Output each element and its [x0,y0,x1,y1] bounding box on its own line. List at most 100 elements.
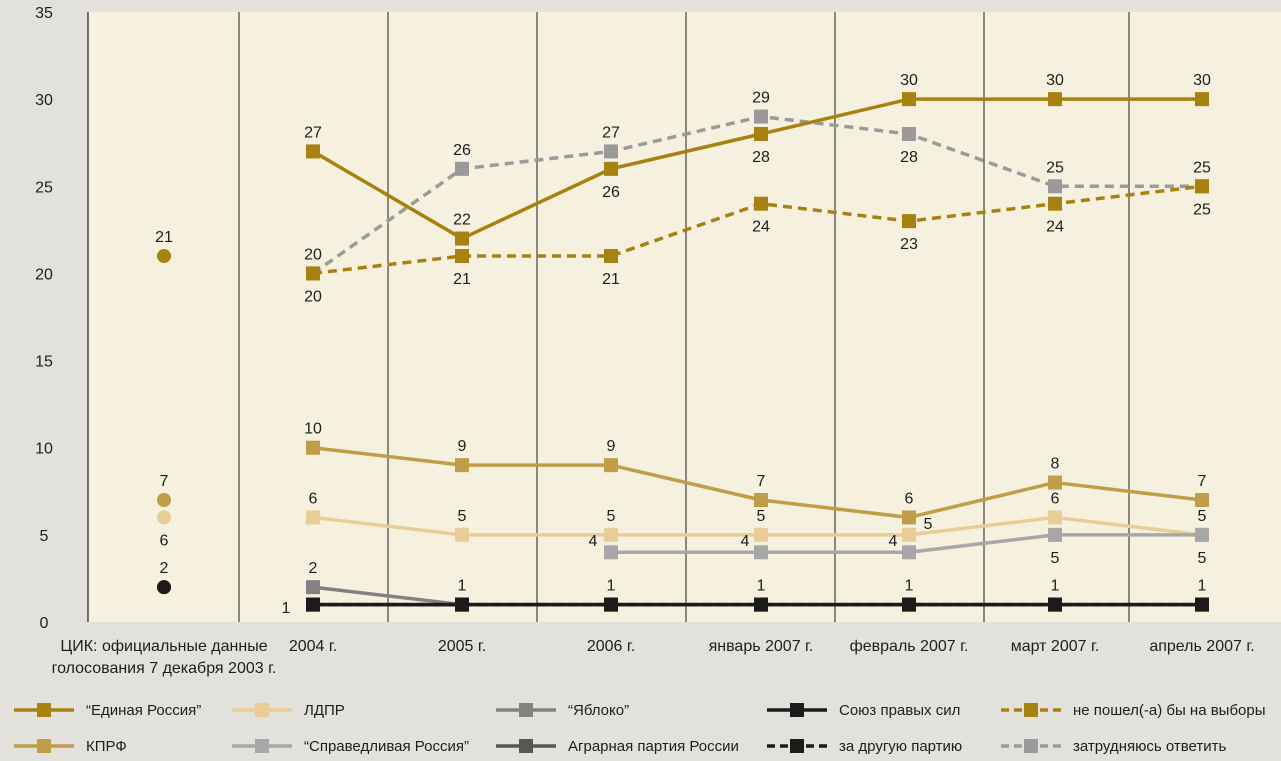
data-label-sps: 1 [905,578,914,595]
data-label-kprf: 9 [458,438,467,455]
data-label-sps: 1 [282,600,291,617]
marker-zatrudnyayus [455,161,469,176]
marker-ne_poshel [902,214,916,229]
data-label-ldpr: 5 [1198,508,1207,525]
data-label-zatrudnyayus: 25 [1193,159,1211,176]
y-tick-label: 10 [35,441,53,458]
marker-ne_poshel [754,196,768,211]
legend-item-ldpr: ЛДПР [230,700,345,720]
data-label-kprf: 8 [1051,456,1060,473]
marker-yabloko [306,580,320,595]
legend: “Единая Россия” ЛДПР “Яблоко” Союз правых с… [0,693,1281,761]
marker-kprf [754,493,768,507]
data-label-ne_poshel: 20 [304,288,322,305]
x-tick-label: 2006 г. [587,638,635,655]
x-tick-label: 2004 г. [289,638,337,655]
dot-sps [157,580,171,595]
legend-swatch [1001,703,1061,717]
data-label-ldpr: 5 [757,508,766,525]
x-tick-label: ЦИК: официальные данные [60,638,267,655]
data-label-sprav_rossiya: 4 [741,533,750,550]
data-label-edinaya_rossiya: 21 [155,229,173,246]
marker-ldpr [604,527,618,542]
data-label-sps: 1 [458,578,467,595]
marker-sprav_rossiya [902,545,916,560]
legend-item-drugaya: за другую партию [765,736,962,756]
legend-label: не пошел(-а) бы на выборы [1073,701,1266,719]
y-tick-label: 0 [40,615,49,632]
legend-label: “Яблоко” [568,701,630,719]
series-line-yabloko [312,585,463,607]
marker-edinaya_rossiya [1048,92,1062,107]
x-tick-label: апрель 2007 г. [1149,638,1254,655]
marker-zatrudnyayus [1048,179,1062,194]
data-label-edinaya_rossiya: 27 [304,124,322,141]
legend-label: “Справедливая Россия” [304,737,469,755]
marker-sprav_rossiya [1048,527,1062,542]
legend-item-agrarnaya: Аграрная партия России [494,736,739,756]
marker-ldpr [1048,510,1062,525]
data-label-edinaya_rossiya: 30 [1193,72,1211,89]
data-label-ldpr: 6 [309,490,318,507]
marker-ldpr [455,527,469,542]
data-label-sprav_rossiya: 5 [1198,550,1207,567]
legend-item-yabloko: “Яблоко” [494,700,629,720]
marker-kprf [1195,493,1209,507]
marker-drugaya [754,597,768,612]
data-label-ldpr: 5 [924,516,933,533]
data-label-edinaya_rossiya: 22 [453,212,471,229]
legend-swatch [496,739,556,753]
data-label-yabloko: 2 [309,560,318,577]
marker-drugaya [902,597,916,612]
legend-swatch [1001,739,1061,753]
data-label-sprav_rossiya: 5 [1051,550,1060,567]
data-label-sps: 1 [1051,578,1060,595]
marker-sprav_rossiya [1195,527,1209,542]
marker-kprf [455,458,469,473]
marker-zatrudnyayus [604,144,618,159]
plot-area [88,12,1281,622]
legend-item-zatrudnyayus: затрудняюсь ответить [999,736,1226,756]
legend-item-ne_poshel: не пошел(-а) бы на выборы [999,700,1266,720]
legend-swatch [232,703,292,717]
y-tick-label: 30 [35,92,53,109]
data-label-ne_poshel: 24 [752,219,770,236]
data-label-ne_poshel: 21 [602,271,620,288]
data-label-sps: 1 [1198,578,1207,595]
data-label-kprf: 7 [1198,473,1207,490]
data-label-kprf: 10 [304,421,322,438]
marker-ldpr [902,527,916,542]
legend-label: “Единая Россия” [86,701,202,719]
marker-ne_poshel [1195,179,1209,194]
data-label-zatrudnyayus: 28 [900,149,918,166]
marker-edinaya_rossiya [306,144,320,159]
legend-label: Аграрная партия России [568,737,739,755]
legend-label: КПРФ [86,737,127,755]
data-label-sprav_rossiya: 4 [889,533,898,550]
legend-item-kprf: КПРФ [12,736,127,756]
data-label-ldpr: 5 [607,508,616,525]
data-label-zatrudnyayus: 27 [602,124,620,141]
x-tick-label: 2005 г. [438,638,486,655]
data-label-yabloko: 2 [160,560,169,577]
dot-ldpr [157,510,171,525]
legend-item-sprav_rossiya: “Справедливая Россия” [230,736,469,756]
dot-edinaya_rossiya [157,249,171,263]
marker-ldpr [754,527,768,542]
marker-kprf [1048,475,1062,490]
data-label-edinaya_rossiya: 30 [900,72,918,89]
legend-label: за другую партию [839,737,963,755]
legend-label: Союз правых сил [839,701,961,719]
legend-swatch [496,703,556,717]
data-label-kprf: 6 [905,490,914,507]
marker-edinaya_rossiya [1195,92,1209,107]
marker-kprf [902,510,916,525]
marker-ne_poshel [1048,196,1062,211]
data-label-zatrudnyayus: 20 [304,246,322,263]
x-tick-label: февраль 2007 г. [850,638,969,655]
y-tick-label: 15 [35,354,53,371]
marker-drugaya [455,597,469,612]
marker-edinaya_rossiya [455,231,469,246]
data-label-ne_poshel: 25 [1193,201,1211,218]
